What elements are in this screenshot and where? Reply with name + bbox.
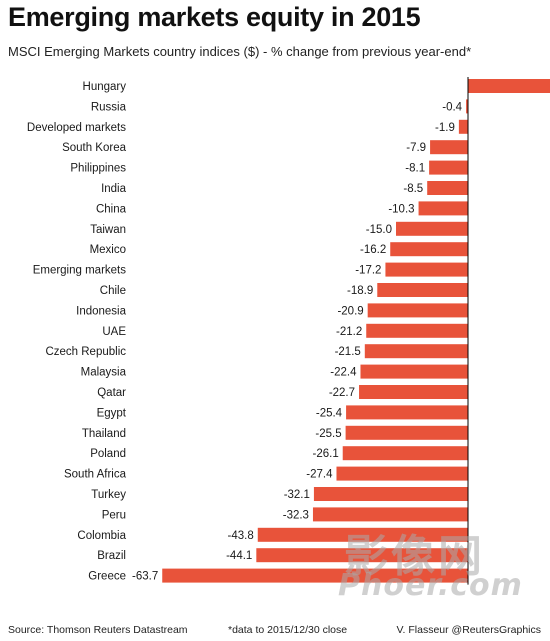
bar [257, 527, 468, 542]
bar [377, 283, 468, 297]
category-label: Turkey [91, 489, 126, 501]
category-label: South Africa [64, 469, 127, 481]
category-label: Poland [90, 448, 126, 460]
category-label: Thailand [82, 428, 126, 440]
bar [312, 507, 468, 522]
value-label: -10.3 [388, 203, 414, 215]
category-label: India [101, 183, 127, 195]
category-label: Mexico [90, 244, 126, 256]
footer: Source: Thomson Reuters Datastream *data… [0, 620, 550, 641]
value-label: -15.0 [366, 224, 392, 236]
value-label: -22.4 [330, 367, 357, 379]
bar [256, 548, 468, 563]
bar [466, 99, 468, 114]
category-label: Developed markets [27, 122, 126, 134]
category-label: South Korea [62, 142, 127, 154]
chart-title: Emerging markets equity in 2015 [8, 2, 421, 32]
bar [313, 487, 468, 501]
bar [366, 323, 468, 338]
category-label: Taiwan [90, 224, 126, 236]
value-label: -21.5 [335, 346, 361, 358]
value-label: -25.5 [315, 428, 341, 440]
value-label: -20.9 [337, 305, 363, 317]
category-label: UAE [102, 326, 126, 338]
category-label: Russia [91, 101, 127, 113]
bar [364, 344, 468, 359]
chart-subtitle: MSCI Emerging Markets country indices ($… [8, 44, 472, 59]
category-label: Emerging markets [33, 265, 127, 277]
category-label: Peru [102, 509, 126, 521]
bar [367, 303, 468, 318]
category-label: Malaysia [81, 367, 127, 379]
category-label: China [96, 203, 127, 215]
category-label: Egypt [97, 407, 127, 419]
bar [346, 405, 468, 420]
category-label: Hungary [83, 81, 127, 93]
value-label: -44.1 [226, 550, 252, 562]
value-label: -17.2 [355, 265, 381, 277]
value-label: -32.1 [284, 489, 310, 501]
bar [360, 364, 468, 379]
category-label: Czech Republic [45, 346, 126, 358]
value-label: -25.4 [316, 407, 343, 419]
bar [342, 446, 468, 461]
category-label: Chile [100, 285, 126, 297]
bar [458, 119, 468, 134]
category-label: Qatar [97, 387, 126, 399]
bar [385, 262, 468, 277]
bar [468, 79, 550, 93]
bar [430, 140, 468, 155]
value-label: -21.2 [336, 326, 362, 338]
value-label: -1.9 [435, 122, 455, 134]
bar [162, 568, 469, 583]
value-label: -16.2 [360, 244, 386, 256]
bar [345, 425, 468, 440]
value-label: -7.9 [406, 142, 426, 154]
category-label: Brazil [97, 550, 126, 562]
data-date-note: *data to 2015/12/30 close [228, 624, 348, 636]
bar [390, 242, 468, 257]
source-note: Source: Thomson Reuters Datastream [8, 624, 188, 636]
value-label: -8.5 [403, 183, 423, 195]
bar [336, 466, 468, 481]
value-label: -18.9 [347, 285, 373, 297]
category-label: Indonesia [76, 305, 126, 317]
value-label: -0.4 [442, 101, 462, 113]
value-label: -27.4 [306, 469, 333, 481]
category-label: Colombia [77, 530, 126, 542]
value-label: -8.1 [405, 163, 425, 175]
value-label: -22.7 [329, 387, 355, 399]
value-label: -43.8 [228, 530, 254, 542]
value-label: -32.3 [283, 509, 309, 521]
value-label: -63.7 [132, 571, 158, 583]
category-label: Philippines [70, 163, 126, 175]
bar [396, 221, 468, 236]
category-label: Greece [88, 571, 126, 583]
bar [359, 385, 468, 399]
credit-note: V. Flasseur @ReutersGraphics [396, 624, 542, 636]
value-label: -26.1 [313, 448, 339, 460]
bar [429, 160, 468, 175]
bar [418, 201, 468, 216]
bar [427, 181, 468, 195]
